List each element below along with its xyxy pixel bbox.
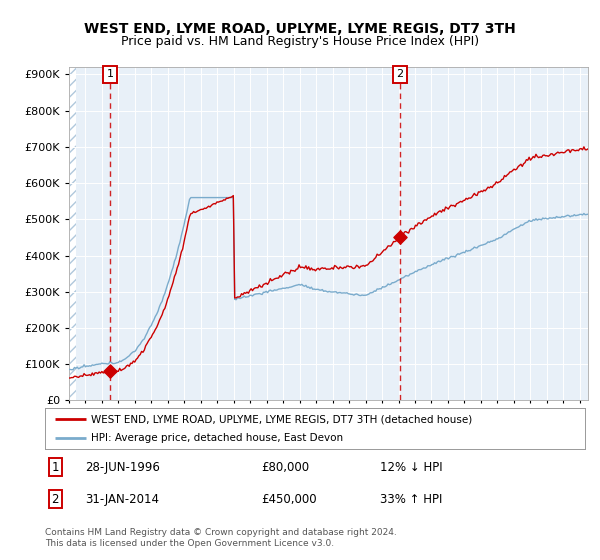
Text: HPI: Average price, detached house, East Devon: HPI: Average price, detached house, East… bbox=[91, 433, 343, 443]
Text: 31-JAN-2014: 31-JAN-2014 bbox=[86, 493, 160, 506]
Text: £80,000: £80,000 bbox=[261, 460, 309, 474]
Text: WEST END, LYME ROAD, UPLYME, LYME REGIS, DT7 3TH: WEST END, LYME ROAD, UPLYME, LYME REGIS,… bbox=[84, 22, 516, 36]
Point bbox=[105, 367, 115, 376]
Bar bbox=[69, 67, 76, 400]
Text: 2: 2 bbox=[396, 69, 403, 80]
Text: 1: 1 bbox=[107, 69, 113, 80]
Text: Contains HM Land Registry data © Crown copyright and database right 2024.
This d: Contains HM Land Registry data © Crown c… bbox=[45, 528, 397, 548]
Text: £450,000: £450,000 bbox=[261, 493, 317, 506]
Text: 2: 2 bbox=[52, 493, 59, 506]
Text: 33% ↑ HPI: 33% ↑ HPI bbox=[380, 493, 442, 506]
Text: 12% ↓ HPI: 12% ↓ HPI bbox=[380, 460, 442, 474]
Text: 1: 1 bbox=[52, 460, 59, 474]
Text: Price paid vs. HM Land Registry's House Price Index (HPI): Price paid vs. HM Land Registry's House … bbox=[121, 35, 479, 48]
Text: WEST END, LYME ROAD, UPLYME, LYME REGIS, DT7 3TH (detached house): WEST END, LYME ROAD, UPLYME, LYME REGIS,… bbox=[91, 414, 472, 424]
Text: 28-JUN-1996: 28-JUN-1996 bbox=[86, 460, 160, 474]
Point bbox=[395, 233, 404, 242]
